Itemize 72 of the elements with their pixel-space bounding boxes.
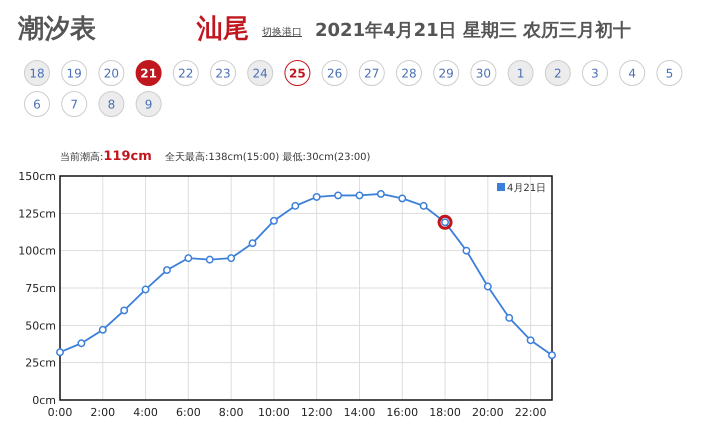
point	[462, 246, 470, 255]
y-tick-label: 100cm	[18, 244, 56, 258]
day-button: 8	[98, 91, 124, 117]
point	[248, 239, 256, 248]
y-tick-label: 75cm	[25, 282, 56, 295]
legend-label: 4月21日	[507, 183, 546, 194]
point	[505, 314, 514, 322]
x-tick-label: 6:00	[176, 406, 201, 419]
point	[484, 282, 492, 290]
point	[398, 194, 406, 202]
point	[334, 191, 342, 200]
day-button: 22	[172, 60, 199, 86]
point	[356, 191, 364, 200]
day-button: 21	[136, 60, 162, 86]
day-button: 29	[433, 60, 460, 86]
y-tick-label: 125cm	[18, 207, 56, 220]
day-button: 4	[619, 60, 646, 86]
point	[291, 202, 300, 210]
day-button: 28	[396, 60, 422, 86]
day-button: 9	[136, 91, 162, 117]
point	[56, 348, 64, 356]
y-tick-label: 50cm	[25, 319, 56, 332]
day-button: 24	[247, 60, 274, 86]
point	[206, 256, 214, 264]
point	[227, 254, 236, 262]
day-button: 6	[24, 91, 50, 117]
day-button: 1	[508, 60, 534, 86]
y-tick-label: 150cm	[18, 170, 56, 183]
point	[163, 266, 171, 274]
chart-title: 潮汐表	[17, 14, 96, 44]
x-tick-label: 14:00	[344, 406, 376, 419]
day-button: 18	[24, 60, 50, 86]
day-button: 3	[582, 60, 608, 86]
point	[312, 192, 321, 201]
x-tick-label: 12:00	[300, 406, 333, 419]
point	[376, 190, 385, 198]
x-tick-label: 10:00	[258, 406, 290, 419]
day-button: 19	[61, 60, 88, 86]
point	[526, 336, 535, 344]
x-tick-label: 18:00	[429, 406, 461, 419]
day-button: 27	[358, 60, 385, 86]
day-button: 26	[322, 60, 348, 86]
point	[548, 351, 556, 360]
point	[98, 326, 107, 334]
x-tick-label: 20:00	[472, 406, 504, 419]
text: 切换港口	[262, 26, 302, 38]
point	[184, 254, 192, 262]
day-button: 30	[470, 60, 496, 86]
point	[420, 202, 428, 210]
point	[142, 286, 150, 294]
point	[438, 214, 453, 230]
y-tick-label: 0cm	[32, 394, 56, 407]
x-tick-label: 16:00	[386, 406, 418, 419]
x-tick-label: 22:00	[514, 406, 546, 419]
x-tick-label: 8:00	[218, 406, 244, 419]
text: 全天最高:138cm(15:00) 最低:30cm(23:00)	[165, 151, 371, 163]
day-button: 25	[284, 60, 310, 86]
point	[120, 306, 128, 314]
day-button: 20	[98, 60, 124, 86]
x-tick-label: 2:00	[90, 406, 116, 419]
day-button: 2	[544, 60, 571, 86]
day-button: 23	[210, 60, 236, 86]
text: 汕尾	[196, 14, 249, 44]
text: 当前潮高:119cm	[60, 149, 152, 164]
x-tick-label: 4:00	[133, 406, 158, 419]
point	[77, 339, 86, 348]
point	[270, 216, 278, 225]
chart-subtitle: 2021年4月21日 星期三 农历三月初十	[315, 20, 632, 41]
day-button: 7	[61, 91, 88, 117]
x-tick-label: 0:00	[48, 406, 72, 419]
y-tick-label: 25cm	[25, 356, 56, 370]
day-button: 5	[656, 60, 682, 86]
